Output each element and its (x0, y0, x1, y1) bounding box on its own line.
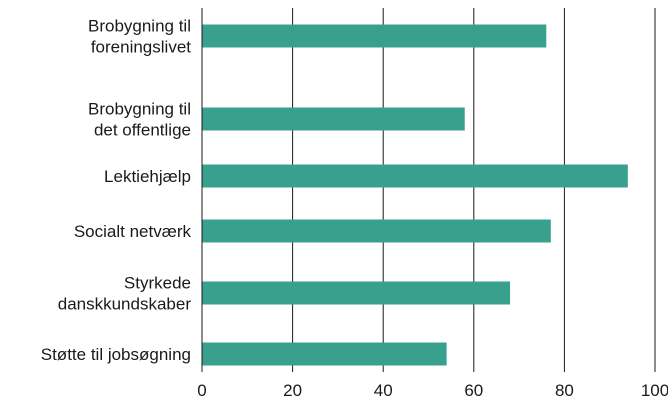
x-tick-label: 20 (283, 381, 302, 400)
category-label-line: Brobygning til (88, 100, 191, 119)
bar (202, 164, 628, 188)
x-tick-label: 60 (464, 381, 483, 400)
x-tick-label: 100 (641, 381, 668, 400)
x-tick-label: 40 (374, 381, 393, 400)
category-label-line: Socialt netværk (74, 222, 192, 241)
x-tick-label: 80 (555, 381, 574, 400)
x-tick-labels: 0 20 40 60 80 100 (197, 381, 668, 400)
category-label-line: det offentlige (94, 121, 191, 140)
bar (202, 219, 551, 243)
bars (201, 8, 628, 372)
bar (202, 24, 547, 48)
category-label: Lektiehjælp (104, 167, 191, 186)
category-label-line: Styrkede (124, 274, 191, 293)
gridlines (201, 8, 656, 372)
category-label-line: foreningslivet (91, 38, 191, 57)
category-label-line: Brobygning til (88, 17, 191, 36)
category-label-line: Støtte til jobsøgning (41, 345, 191, 364)
category-label-line: danskkundskaber (58, 295, 192, 314)
category-label-line: Lektiehjælp (104, 167, 191, 186)
bar (202, 342, 447, 366)
category-label: Socialt netværk (74, 222, 192, 241)
x-tick-label: 0 (197, 381, 206, 400)
category-label: Styrkede danskkundskaber (58, 274, 192, 314)
bar (202, 107, 465, 131)
category-label: Brobygning til foreningslivet (88, 17, 191, 57)
category-label: Brobygning til det offentlige (88, 100, 191, 140)
bar (202, 281, 511, 305)
category-label: Støtte til jobsøgning (41, 345, 191, 364)
